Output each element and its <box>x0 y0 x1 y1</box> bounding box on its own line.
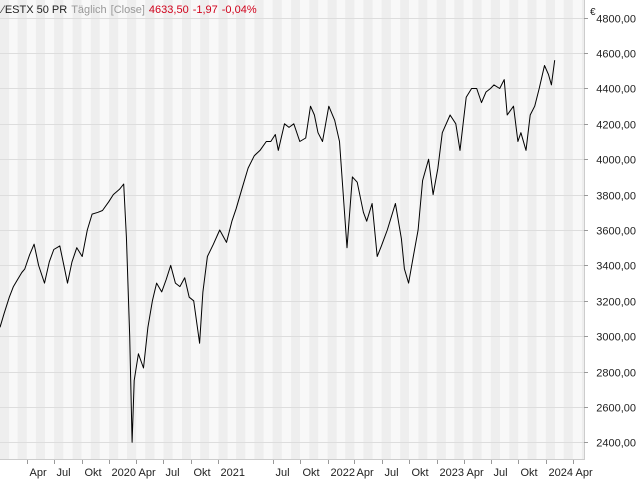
x-tick-label: Jul <box>385 467 399 479</box>
x-tick-label: Apr <box>357 467 374 479</box>
y-tick-label: 4600,00 <box>596 49 636 61</box>
x-tick-label: Apr <box>139 467 156 479</box>
y-tick-label: 3200,00 <box>596 297 636 309</box>
instrument-name[interactable]: ESTX 50 PR <box>4 4 68 16</box>
currency-label: € <box>590 7 596 18</box>
x-tick-label: Apr <box>30 467 47 479</box>
y-tick-label: 3800,00 <box>596 191 636 203</box>
x-tick-label: Okt <box>412 467 429 479</box>
x-tick-label: 2021 <box>221 467 245 479</box>
y-tick-label: 3400,00 <box>596 261 636 273</box>
y-tick-label: 3000,00 <box>596 332 636 344</box>
price-type[interactable]: [Close] <box>110 4 145 16</box>
y-tick-label: 2400,00 <box>596 438 636 450</box>
chart-header: ⁄ESTX 50 PR Täglich [Close] 4633,50 -1,97 -0,… <box>2 3 261 17</box>
y-tick-label: 4000,00 <box>596 155 636 167</box>
price-line <box>0 60 556 443</box>
x-tick-label: Apr <box>467 467 484 479</box>
period-selector[interactable]: Täglich <box>71 4 107 16</box>
last-price: 4633,50 <box>148 4 189 16</box>
price-change: -1,97 <box>192 4 218 16</box>
y-tick-label: 2800,00 <box>596 368 636 380</box>
x-tick-label: Apr <box>576 467 593 479</box>
x-tick-label: Jul <box>276 467 290 479</box>
y-tick-label: 4200,00 <box>596 120 636 132</box>
x-tick-label: Okt <box>85 467 102 479</box>
y-tick-label: 3600,00 <box>596 226 636 238</box>
x-tick-label: Okt <box>194 467 211 479</box>
x-axis: Apr Jul Okt 2020 Apr Jul Okt 2021 Jul Okt 2022 Apr J… <box>27 460 593 479</box>
price-change-percent: -0,04% <box>221 4 257 16</box>
x-tick-label: Jul <box>166 467 180 479</box>
y-tick-label: 4400,00 <box>596 84 636 96</box>
x-tick-label: Okt <box>521 467 538 479</box>
chart-line-icon: ⁄ <box>2 4 4 16</box>
gridlines <box>0 18 584 443</box>
y-tick-label: 4800,00 <box>596 14 636 26</box>
y-axis: 2400,00 2600,00 2800,00 3000,00 3200,00 3400,… <box>584 14 636 450</box>
x-tick-label: Jul <box>57 467 71 479</box>
x-tick-label: 2024 <box>549 467 573 479</box>
x-tick-label: Jul <box>494 467 508 479</box>
x-tick-label: 2022 <box>331 467 355 479</box>
y-tick-label: 2600,00 <box>596 403 636 415</box>
x-tick-label: 2020 <box>112 467 136 479</box>
x-tick-label: 2023 <box>440 467 464 479</box>
series-layer <box>0 60 556 443</box>
x-tick-label: Okt <box>303 467 320 479</box>
